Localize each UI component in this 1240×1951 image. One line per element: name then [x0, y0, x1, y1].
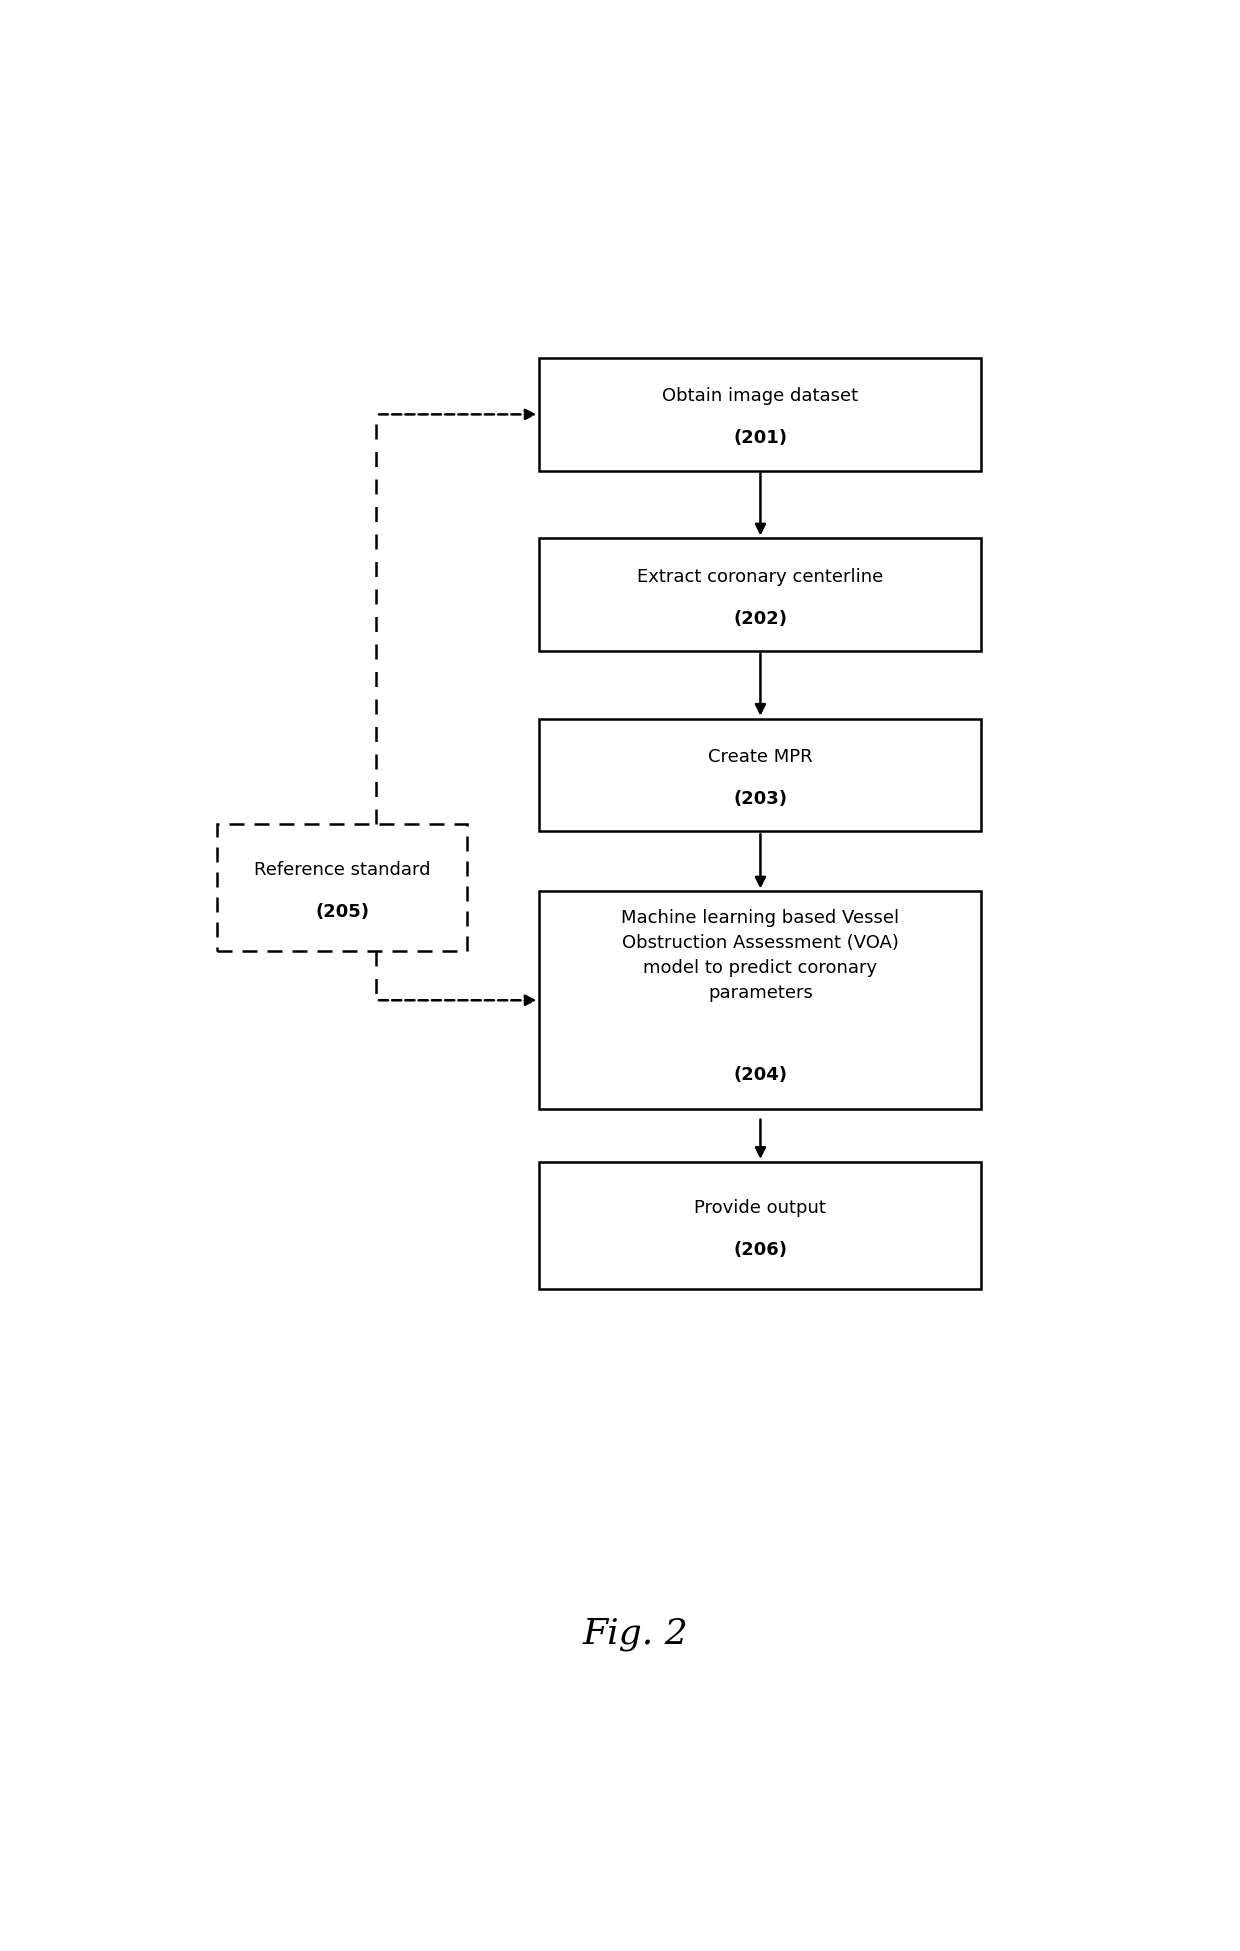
Text: (201): (201)	[733, 429, 787, 447]
Text: Create MPR: Create MPR	[708, 747, 812, 767]
Text: (202): (202)	[733, 611, 787, 628]
Bar	[539, 718, 982, 831]
Text: Obtain image dataset: Obtain image dataset	[662, 388, 858, 406]
Text: Machine learning based Vessel
Obstruction Assessment (VOA)
model to predict coro: Machine learning based Vessel Obstructio…	[621, 909, 899, 1001]
Bar	[217, 823, 467, 952]
Bar	[539, 1161, 982, 1290]
Bar	[539, 892, 982, 1110]
Text: (205): (205)	[315, 903, 370, 921]
Bar	[539, 538, 982, 652]
Text: (206): (206)	[733, 1241, 787, 1258]
Text: Extract coronary centerline: Extract coronary centerline	[637, 568, 884, 585]
Text: Fig. 2: Fig. 2	[583, 1617, 688, 1651]
Bar	[539, 359, 982, 470]
Text: Provide output: Provide output	[694, 1198, 826, 1217]
Text: Reference standard: Reference standard	[254, 860, 430, 878]
Text: (204): (204)	[733, 1067, 787, 1085]
Text: (203): (203)	[733, 790, 787, 808]
